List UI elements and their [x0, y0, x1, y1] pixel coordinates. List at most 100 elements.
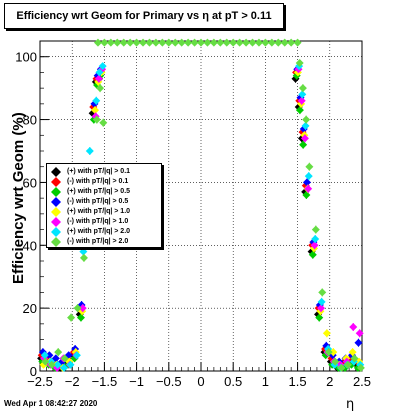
data-point [317, 297, 326, 306]
data-points [37, 38, 365, 372]
x-tick-label: −0.5 [156, 374, 182, 389]
saturated-point [222, 38, 231, 47]
data-point [318, 288, 327, 297]
data-point [297, 96, 306, 105]
legend-label: (+) with pT/|q| > 2.0 [67, 227, 131, 235]
y-tick-label: 60 [23, 175, 37, 190]
data-point [94, 74, 103, 83]
data-point [298, 90, 307, 99]
saturated-point [151, 38, 160, 47]
saturated-point [242, 38, 251, 47]
data-point [301, 121, 310, 130]
chart-title: Efficiency wrt Geom for Primary vs η at … [4, 3, 284, 29]
data-point [92, 115, 101, 124]
series-8 [41, 59, 365, 372]
data-point [344, 360, 352, 369]
data-point [317, 304, 326, 313]
data-point [331, 357, 340, 366]
data-point [40, 351, 49, 360]
y-axis-label: Efficiency wrt Geom (%) [10, 112, 27, 284]
x-tick-label: 0.5 [224, 374, 242, 389]
x-axis-ticks: −2.5 −2 −1.5 −1 −0.5 0 0.5 1 1.5 2 2.5 [27, 362, 371, 389]
saturated-point [197, 38, 205, 47]
saturated-point [274, 38, 283, 47]
data-point [349, 323, 358, 331]
legend-entry: (-) with pT/|q| > 0.5 [51, 196, 161, 207]
saturated-point [113, 38, 122, 47]
saturated-point [261, 38, 270, 47]
saturated-point [145, 38, 154, 47]
data-point [302, 115, 311, 124]
saturated-point [280, 38, 289, 47]
legend-entry: (-) with pT/|q| > 0.1 [51, 176, 161, 187]
data-point [85, 147, 94, 155]
data-point [53, 360, 62, 369]
data-point [302, 191, 311, 199]
saturated-point [171, 38, 180, 47]
saturated-point [248, 38, 257, 47]
y-tick-label: 100 [15, 50, 37, 65]
saturated-point [203, 38, 212, 47]
x-tick-label: −2 [65, 374, 80, 389]
data-point [96, 84, 105, 93]
data-point [91, 106, 100, 115]
x-tick-label: 1 [262, 374, 269, 389]
data-point [45, 351, 54, 360]
data-point [355, 329, 364, 338]
saturated-point [216, 38, 225, 47]
x-tick-label: −1.5 [92, 374, 118, 389]
data-point [98, 62, 107, 71]
data-point [95, 68, 104, 77]
saturated-point [177, 38, 186, 47]
data-point [78, 304, 87, 313]
legend-label: (-) with pT/|q| > 0.1 [67, 177, 129, 185]
saturated-point [190, 38, 199, 47]
saturated-point [229, 38, 238, 47]
data-point [54, 348, 63, 357]
legend-entry: (-) with pT/|q| > 1.0 [51, 216, 161, 227]
data-point [99, 118, 108, 127]
y-tick-label: 0 [30, 364, 37, 379]
legend-label: (+) with pT/|q| > 0.5 [67, 187, 131, 195]
data-point [298, 84, 307, 93]
data-point [299, 140, 308, 149]
legend-marker-icon [51, 187, 61, 197]
legend-marker-icon [51, 197, 61, 207]
data-point [66, 360, 75, 369]
legend-entry: (+) with pT/|q| > 2.0 [51, 226, 161, 237]
chart-title-text: Efficiency wrt Geom for Primary vs η at … [16, 10, 272, 22]
saturated-point [287, 38, 296, 47]
y-tick-label: 20 [23, 301, 37, 316]
saturated-point [132, 38, 141, 47]
data-point [41, 357, 50, 366]
y-tick-label: 80 [23, 113, 37, 128]
legend-label: (+) with pT/|q| > 0.1 [67, 167, 131, 175]
data-point [315, 313, 324, 322]
legend-marker-icon [51, 227, 61, 237]
legend-label: (-) with pT/|q| > 0.5 [67, 197, 129, 205]
data-point [354, 338, 363, 347]
data-point [60, 354, 69, 363]
saturated-point [293, 38, 302, 47]
legend-marker-icon [51, 237, 61, 247]
data-point [324, 348, 333, 357]
saturated-point [93, 38, 102, 47]
legend-label: (-) with pT/|q| > 1.0 [67, 217, 129, 225]
saturated-point [209, 38, 218, 47]
data-point [310, 241, 319, 250]
data-point [304, 172, 313, 181]
data-point [67, 313, 76, 322]
data-point [300, 134, 309, 143]
legend-entry: (-) with pT/|q| > 2.0 [51, 236, 161, 247]
data-point [350, 354, 359, 363]
saturated-point [126, 38, 135, 47]
legend-entry: (+) with pT/|q| > 1.0 [51, 206, 161, 217]
data-point [76, 313, 85, 322]
data-point [304, 184, 313, 193]
data-point [72, 351, 81, 360]
data-point [305, 162, 314, 171]
x-tick-label: 2.5 [353, 374, 371, 389]
data-point [295, 59, 304, 67]
data-point [73, 304, 82, 313]
